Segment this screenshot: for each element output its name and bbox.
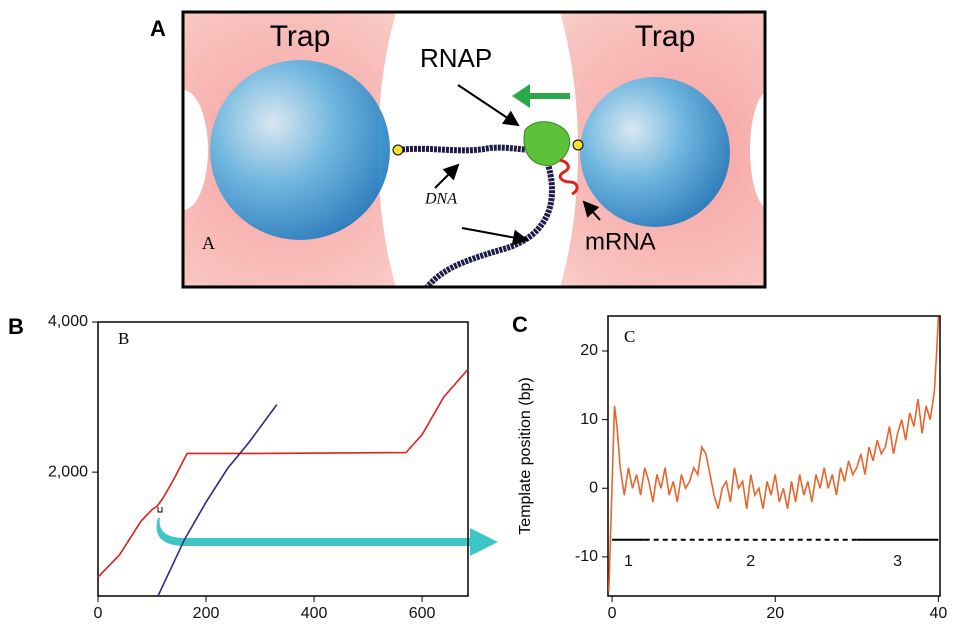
- panel-a-frame: [181, 10, 767, 289]
- phase-label: 3: [893, 553, 902, 570]
- y-tick-label: -10: [575, 548, 598, 565]
- y-tick-label: 10: [580, 411, 598, 428]
- inner-label: A: [202, 233, 215, 253]
- x-tick-label: 600: [409, 605, 436, 622]
- y-tick-label: 0: [589, 479, 598, 496]
- x-tick-label: 0: [94, 605, 103, 622]
- x-tick-label: 40: [929, 605, 947, 622]
- dna-label: DNA: [424, 191, 457, 208]
- connector-arrow: [156, 518, 498, 556]
- rnap-label: RNAP: [420, 43, 492, 73]
- phase-label: 1: [624, 553, 633, 570]
- panel-label: A: [150, 16, 166, 41]
- x-tick-label: 400: [301, 605, 328, 622]
- x-tick-label: 200: [193, 605, 220, 622]
- inner-title: B: [118, 329, 129, 348]
- plot-frame: [607, 315, 941, 597]
- trap-label: Trap: [635, 20, 696, 53]
- panel-label: C: [512, 312, 528, 337]
- phase-label: 2: [746, 553, 755, 570]
- data-line: [98, 369, 468, 577]
- mrna-label: mRNA: [585, 228, 656, 255]
- y-tick-label: 20: [580, 342, 598, 359]
- panel-a-diagram: [183, 12, 765, 287]
- y-tick-label: 4,000: [48, 313, 88, 330]
- plot-frame: [97, 321, 469, 597]
- y-tick-label: 2,000: [48, 463, 88, 480]
- data-line: [158, 405, 277, 596]
- x-tick-label: 20: [766, 605, 784, 622]
- bracket: [157, 507, 163, 513]
- y-axis-label: Template position (bp): [517, 377, 534, 534]
- inner-title: C: [624, 327, 635, 346]
- x-tick-label: 0: [608, 605, 617, 622]
- panel-label: B: [8, 314, 24, 339]
- trap-label: Trap: [270, 20, 331, 53]
- data-line: [609, 317, 939, 592]
